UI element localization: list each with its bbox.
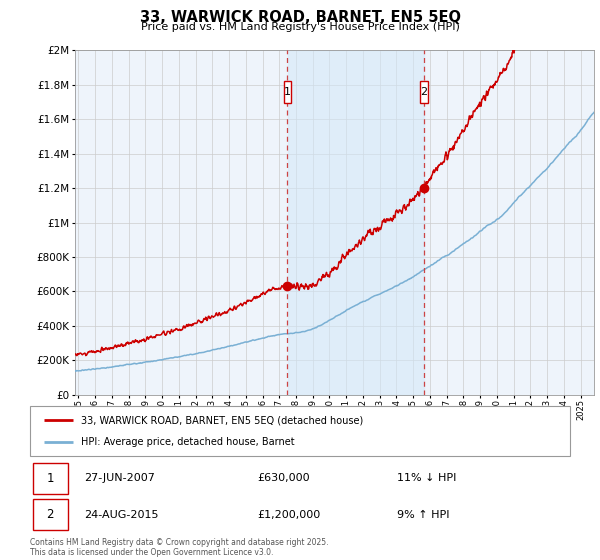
Text: 1: 1 [46, 472, 54, 485]
Text: 11% ↓ HPI: 11% ↓ HPI [397, 473, 457, 483]
Text: £1,200,000: £1,200,000 [257, 510, 320, 520]
Text: 2: 2 [46, 508, 54, 521]
FancyBboxPatch shape [30, 406, 570, 456]
Text: 33, WARWICK ROAD, BARNET, EN5 5EQ: 33, WARWICK ROAD, BARNET, EN5 5EQ [139, 10, 461, 25]
Text: 33, WARWICK ROAD, BARNET, EN5 5EQ (detached house): 33, WARWICK ROAD, BARNET, EN5 5EQ (detac… [82, 415, 364, 425]
Text: Price paid vs. HM Land Registry's House Price Index (HPI): Price paid vs. HM Land Registry's House … [140, 22, 460, 32]
Text: HPI: Average price, detached house, Barnet: HPI: Average price, detached house, Barn… [82, 437, 295, 447]
FancyBboxPatch shape [421, 81, 428, 103]
Text: 27-JUN-2007: 27-JUN-2007 [84, 473, 155, 483]
Text: 2: 2 [421, 87, 428, 97]
Text: 9% ↑ HPI: 9% ↑ HPI [397, 510, 450, 520]
FancyBboxPatch shape [33, 499, 68, 530]
FancyBboxPatch shape [33, 463, 68, 494]
Text: 24-AUG-2015: 24-AUG-2015 [84, 510, 158, 520]
Text: Contains HM Land Registry data © Crown copyright and database right 2025.
This d: Contains HM Land Registry data © Crown c… [30, 538, 329, 557]
Text: 1: 1 [284, 87, 291, 97]
FancyBboxPatch shape [284, 81, 291, 103]
Text: £630,000: £630,000 [257, 473, 310, 483]
